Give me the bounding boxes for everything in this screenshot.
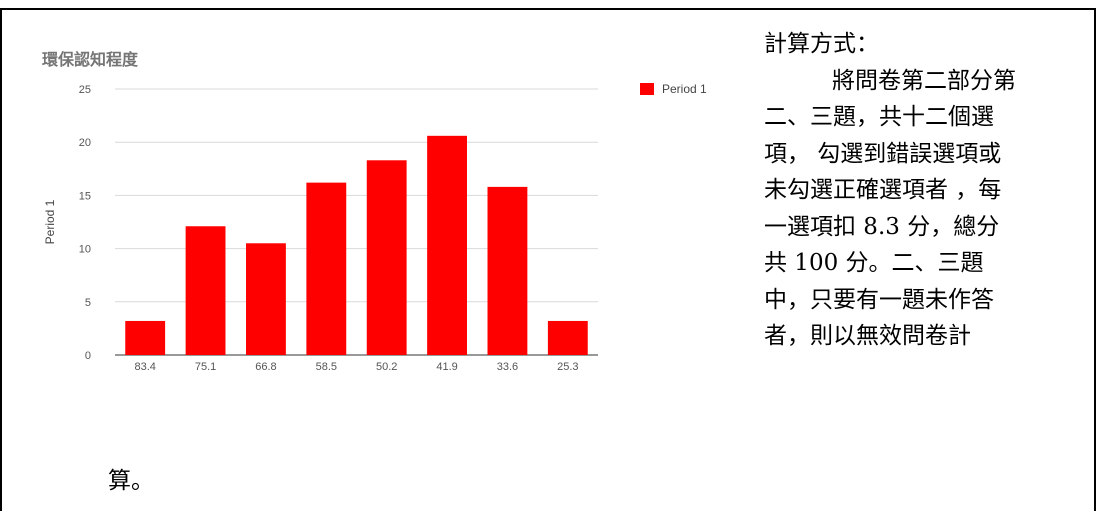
explanation-heading: 計算方式： bbox=[764, 31, 879, 57]
bar bbox=[366, 160, 407, 355]
explanation-tail: 算。 bbox=[108, 468, 154, 494]
x-tick-label: 58.5 bbox=[316, 361, 337, 373]
explanation-line-4: 未勾選正確選項者 ，每 bbox=[764, 177, 1002, 203]
x-tick-label: 41.9 bbox=[436, 361, 457, 373]
x-tick-label: 75.1 bbox=[195, 361, 216, 373]
explanation-line-5: 一選項扣 8.3 分，總分 bbox=[764, 213, 1000, 240]
x-tick-label: 50.2 bbox=[376, 361, 397, 373]
x-tick-label: 66.8 bbox=[255, 361, 276, 373]
y-tick-label: 15 bbox=[79, 190, 91, 202]
explanation-line-3: 項， 勾選到錯誤選項或 bbox=[764, 140, 1002, 167]
x-tick-label: 25.3 bbox=[557, 361, 578, 373]
bar bbox=[125, 320, 166, 355]
bar bbox=[487, 186, 528, 355]
y-tick-label: 0 bbox=[85, 350, 91, 362]
explanation-line-1: 將問卷第二部分第 bbox=[832, 67, 1016, 94]
chart-container: 環保認知程度 0 5 10 15 20 25 Period 1 83.4 75.1 66.8 58.… bbox=[20, 36, 730, 381]
bar bbox=[427, 135, 467, 355]
y-tick-label: 5 bbox=[85, 297, 91, 309]
bar bbox=[246, 243, 286, 355]
x-tick-label: 83.4 bbox=[134, 361, 155, 373]
explanation-line-7: 中，只要有一題未作答 bbox=[764, 286, 994, 313]
y-tick-label: 20 bbox=[79, 137, 91, 149]
legend-label: Period 1 bbox=[662, 82, 707, 96]
explanation-line-2: 二、三題，共十二個選 bbox=[764, 104, 994, 130]
page-frame bbox=[0, 8, 1096, 511]
explanation-text: 計算方式： 將問卷第二部分第 二、三題，共十二個選 項， 勾選到錯誤選項或 未勾… bbox=[764, 26, 1094, 355]
y-axis-label: Period 1 bbox=[43, 199, 57, 244]
legend-swatch bbox=[640, 83, 654, 95]
chart-title: 環保認知程度 bbox=[42, 50, 139, 69]
bar-chart: 0 5 10 15 20 25 Period 1 83.4 75.1 66.8 58.5 50.2 41… bbox=[43, 82, 707, 373]
x-tick-label: 33.6 bbox=[497, 361, 518, 373]
bar bbox=[306, 182, 347, 355]
explanation-line-8: 者，則以無效問卷計 bbox=[764, 323, 971, 349]
bar bbox=[547, 320, 588, 355]
y-tick-label: 25 bbox=[79, 84, 91, 96]
bar bbox=[185, 226, 226, 355]
y-tick-label: 10 bbox=[79, 244, 91, 256]
explanation-line-6: 共 100 分。二、三題 bbox=[764, 250, 984, 276]
